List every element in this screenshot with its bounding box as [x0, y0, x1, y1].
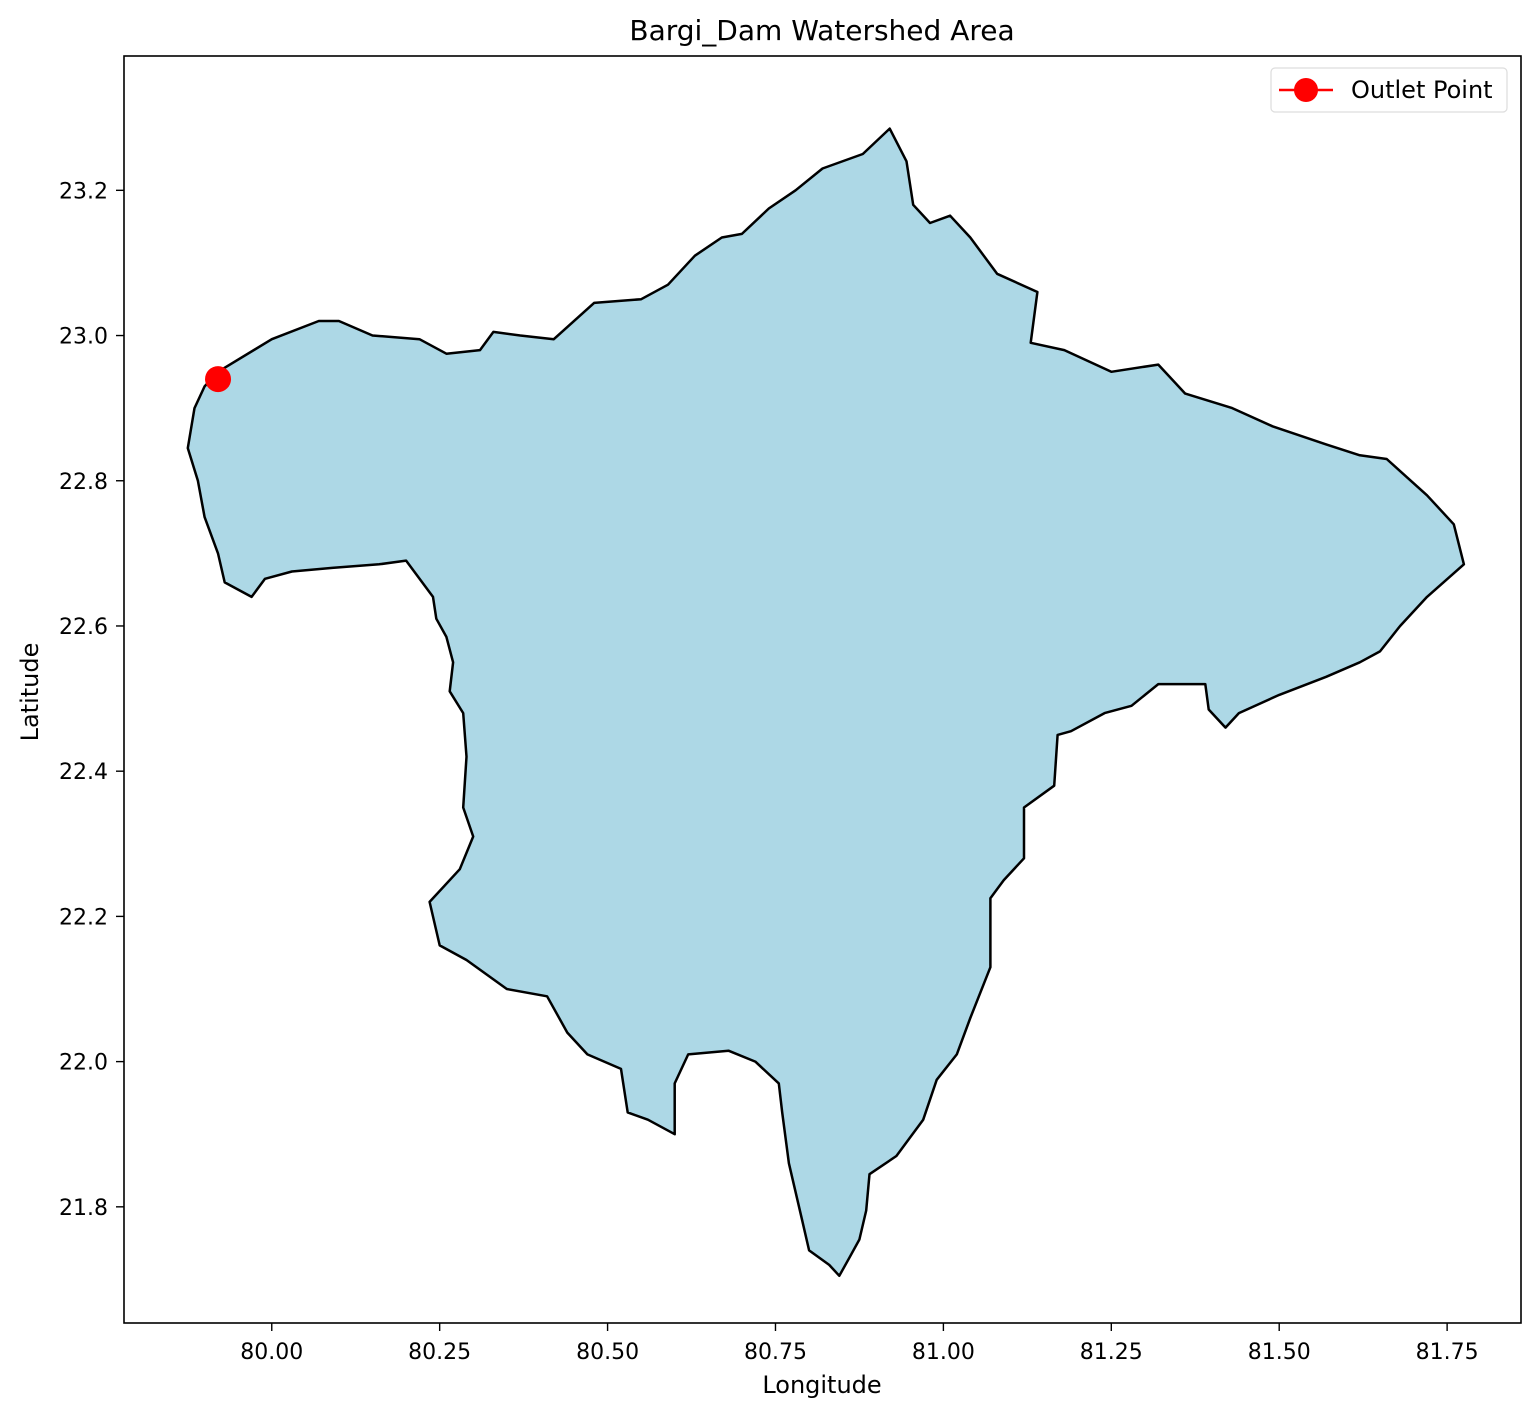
outlet-point-group [205, 366, 232, 393]
legend-box [1270, 67, 1508, 113]
y-tick-label: 22.4 [59, 760, 108, 785]
legend: Outlet Point [1270, 67, 1508, 113]
y-tick-label: 22.0 [59, 1051, 108, 1076]
plot-area [186, 127, 1466, 1278]
legend-label: Outlet Point [1351, 76, 1493, 104]
y-tick-label: 21.8 [59, 1196, 108, 1221]
outlet-point-marker [205, 366, 232, 393]
y-tick-label: 22.2 [59, 905, 108, 930]
axes-frame [123, 55, 1522, 1324]
x-tick-label: 81.75 [1416, 1340, 1479, 1365]
x-tick-label: 80.50 [576, 1340, 639, 1365]
x-tick-label: 80.25 [408, 1340, 471, 1365]
y-tick-label: 22.8 [59, 470, 108, 495]
y-tick-label: 23.0 [59, 325, 108, 350]
x-tick-label: 80.75 [744, 1340, 807, 1365]
x-tick-label: 81.25 [1080, 1340, 1143, 1365]
x-tick-label: 81.00 [912, 1340, 975, 1365]
x-axis-label: Longitude [762, 1371, 881, 1399]
watershed-polygon [186, 127, 1466, 1278]
y-axis-ticks: 21.8 22.0 22.2 22.4 22.6 22.8 23.0 23.2 [59, 179, 124, 1221]
legend-marker [1294, 78, 1318, 102]
y-tick-label: 23.2 [59, 179, 108, 204]
x-tick-label: 81.50 [1248, 1340, 1311, 1365]
chart-title: Bargi_Dam Watershed Area [629, 14, 1014, 47]
x-axis-ticks: 80.00 80.25 80.50 80.75 81.00 81.25 81.50 81.75 [240, 1323, 1479, 1365]
y-tick-label: 22.6 [59, 615, 108, 640]
x-tick-label: 80.00 [240, 1340, 303, 1365]
y-axis-label: Latitude [16, 643, 44, 742]
